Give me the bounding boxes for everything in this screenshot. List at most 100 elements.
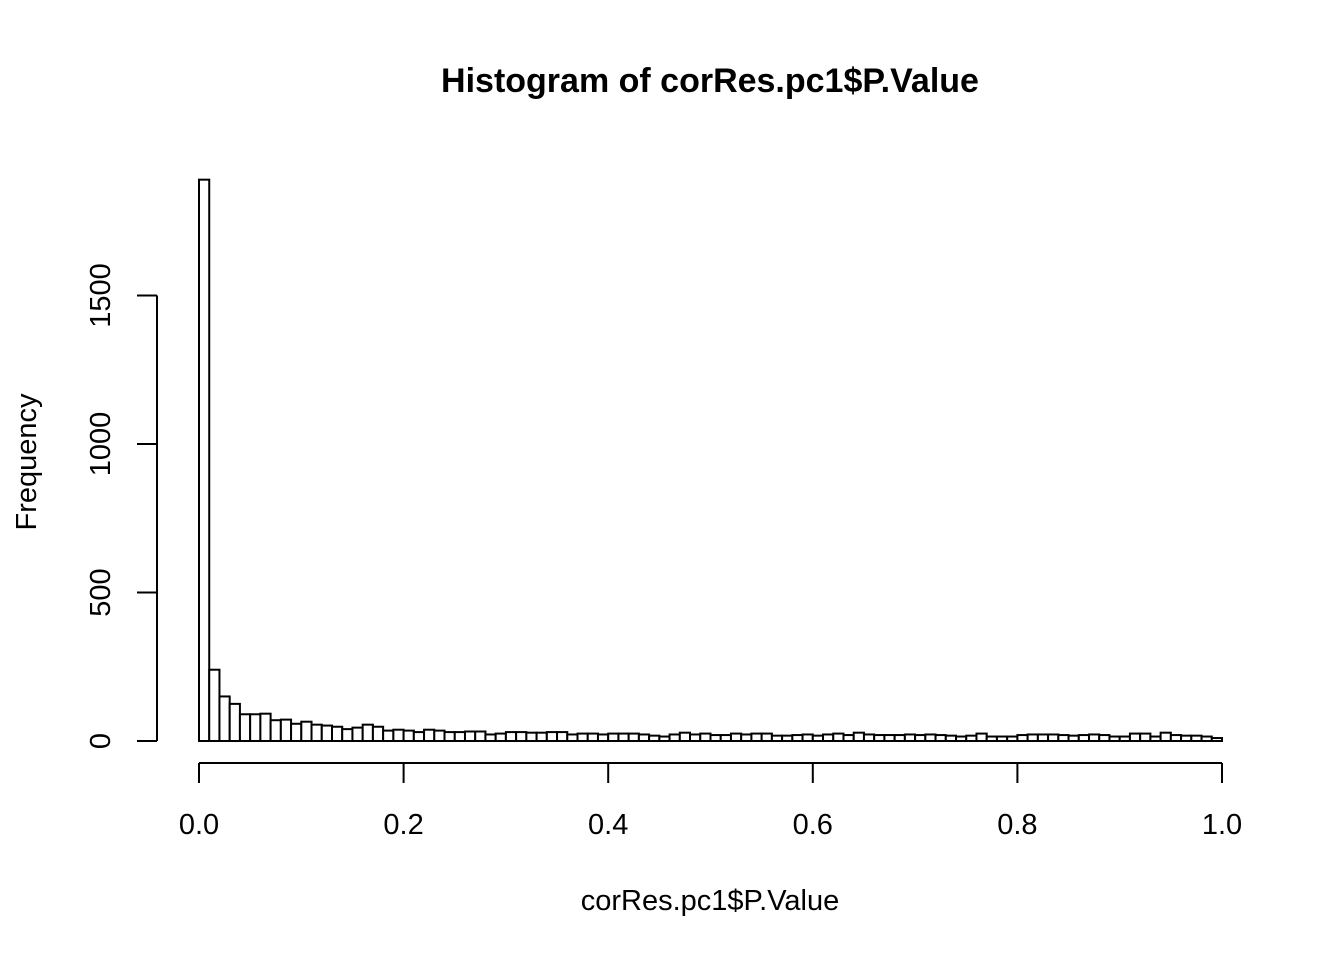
histogram-bar: [719, 734, 732, 742]
histogram-bar: [1026, 733, 1039, 742]
histogram-bar: [1016, 734, 1029, 742]
histogram-bar: [1057, 734, 1070, 742]
histogram-bar: [658, 735, 671, 742]
histogram-bar: [412, 731, 426, 743]
histogram-bar: [484, 733, 497, 742]
histogram-bar: [310, 723, 323, 742]
histogram-bar: [1047, 733, 1060, 742]
histogram-bar: [903, 733, 917, 742]
x-axis-label: corRes.pc1$P.Value: [581, 885, 839, 917]
histogram-bar: [975, 732, 988, 743]
x-tick-label: 0.8: [997, 809, 1037, 841]
histogram-bar: [1139, 732, 1152, 743]
histogram-bars: [198, 178, 1224, 743]
histogram-bar: [811, 734, 825, 743]
histogram-bar: [1169, 734, 1183, 742]
histogram-bar: [760, 732, 773, 743]
histogram-bar: [443, 731, 456, 743]
histogram-bar: [402, 729, 415, 742]
histogram-bar: [218, 695, 231, 743]
histogram-bar: [1149, 735, 1162, 742]
histogram-bar: [1210, 737, 1224, 743]
histogram-bar: [914, 734, 927, 742]
histogram-bar: [740, 733, 753, 742]
histogram-bar: [617, 732, 630, 743]
histogram-bar: [729, 732, 743, 743]
x-tick-label: 0.0: [179, 809, 219, 841]
histogram-bar: [269, 719, 282, 743]
histogram-bar: [259, 712, 272, 742]
histogram-bar: [351, 726, 364, 743]
x-tick-label: 0.4: [588, 809, 628, 841]
histogram-bar: [893, 734, 906, 742]
histogram-bar: [995, 735, 1009, 742]
histogram-bar: [361, 723, 374, 742]
x-tick-label: 1.0: [1202, 809, 1242, 841]
histogram-bar: [678, 731, 692, 742]
histogram-bar: [750, 732, 763, 743]
histogram-bar: [801, 733, 814, 742]
histogram-bar: [208, 668, 221, 742]
histogram-bar: [627, 732, 640, 743]
histogram-bar: [944, 734, 958, 743]
histogram-bar: [586, 732, 599, 743]
histogram-bar: [1098, 734, 1111, 742]
y-axis-label: Frequency: [11, 393, 43, 531]
histogram-bar: [423, 728, 436, 743]
histogram-bar: [1190, 734, 1203, 743]
histogram-bar: [576, 732, 589, 743]
histogram-bar: [535, 731, 548, 742]
histogram-bar: [934, 734, 947, 742]
histogram-bar: [279, 718, 293, 742]
histogram-bar: [290, 722, 303, 743]
histogram-bar: [873, 734, 886, 742]
histogram-bar: [1200, 735, 1213, 742]
histogram-bar: [637, 733, 651, 742]
histogram-bar: [1067, 734, 1080, 743]
y-tick-label: 1500: [85, 263, 117, 328]
histogram-bar: [1036, 733, 1050, 742]
histogram-bar: [607, 732, 620, 743]
histogram-bar: [770, 734, 784, 743]
histogram-bar: [709, 734, 722, 742]
histogram-bar: [474, 730, 487, 742]
histogram-bar: [862, 733, 876, 742]
x-tick-label: 0.2: [383, 809, 423, 841]
histogram-bar: [453, 731, 466, 743]
histogram-bar: [883, 734, 896, 742]
histogram-bar: [463, 730, 477, 742]
histogram-bar: [504, 731, 518, 743]
y-tick-label: 0: [85, 733, 117, 749]
histogram-bar: [596, 733, 610, 742]
histogram-bar: [924, 733, 937, 742]
histogram-bar: [1128, 732, 1142, 743]
histogram-bar: [566, 733, 579, 742]
histogram-bar: [781, 734, 794, 743]
histogram-bar: [515, 731, 528, 743]
histogram-bar: [330, 725, 344, 742]
histogram-bar: [556, 731, 569, 743]
histogram-bar: [1118, 735, 1131, 742]
histogram-bar: [668, 733, 681, 742]
histogram-bar: [1159, 731, 1172, 742]
histogram-bar: [238, 713, 252, 743]
histogram-bar: [1077, 734, 1091, 742]
histogram-bar: [1006, 735, 1019, 742]
histogram-bar: [320, 724, 333, 742]
histogram-bar: [545, 731, 559, 743]
histogram-bar: [1088, 733, 1101, 742]
histogram-bar: [300, 720, 313, 743]
histogram-bar: [842, 734, 855, 742]
histogram-bar: [832, 732, 845, 743]
histogram-bar: [822, 733, 835, 742]
x-tick-label: 0.6: [793, 809, 833, 841]
y-tick-label: 500: [85, 568, 117, 616]
histogram-bar: [689, 733, 702, 742]
chart-title: Histogram of corRes.pc1$P.Value: [441, 62, 979, 100]
histogram-bar: [648, 734, 661, 743]
histogram-bar: [955, 735, 968, 742]
histogram-bar: [1108, 735, 1121, 742]
histogram-bar: [341, 728, 354, 742]
histogram-bar: [852, 731, 865, 742]
